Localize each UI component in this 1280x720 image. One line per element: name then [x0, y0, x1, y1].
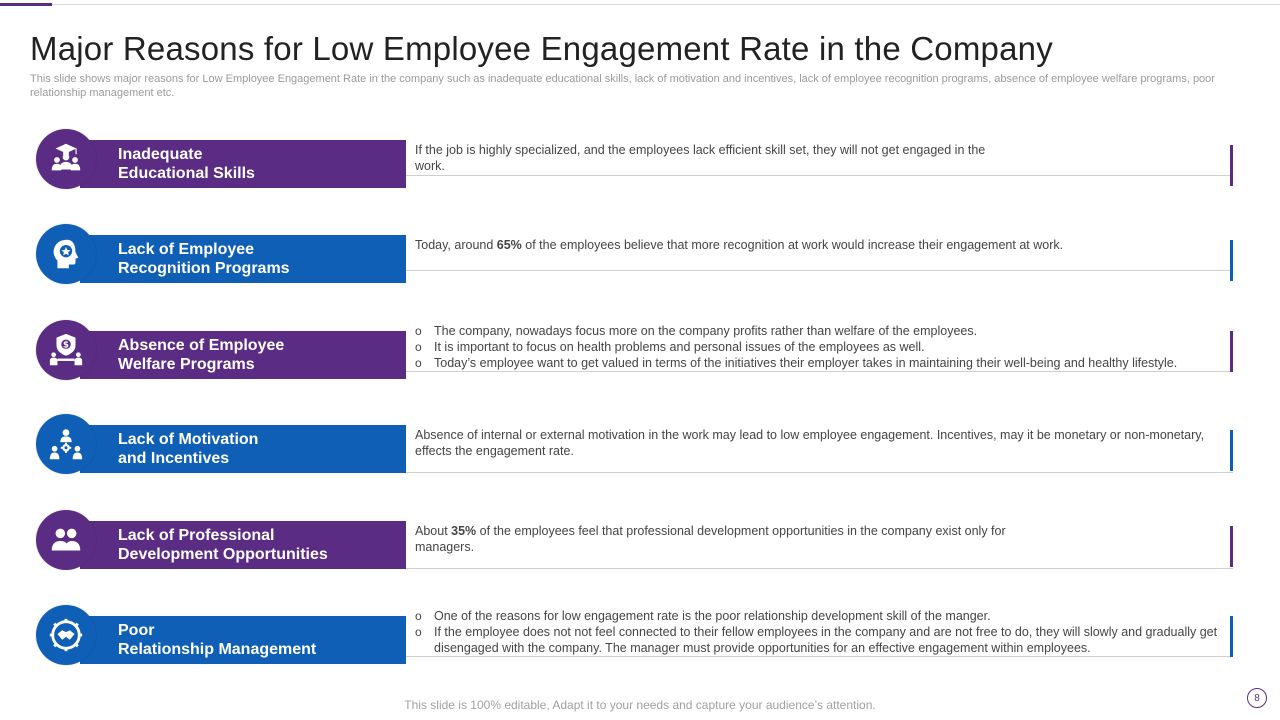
- reason-label-box: Absence of Employee Welfare Programs: [80, 331, 406, 379]
- reason-label-box: Lack of Employee Recognition Programs: [80, 235, 406, 283]
- reason-label: Poor Relationship Management: [118, 622, 317, 658]
- description-text-pre: About: [415, 524, 452, 538]
- description-accent: [1230, 430, 1233, 471]
- page-number-badge: 8: [1247, 688, 1267, 708]
- description-accent: [1230, 331, 1233, 372]
- svg-text:$: $: [63, 341, 69, 351]
- description-text-post: of the employees feel that professional …: [415, 524, 1006, 554]
- page-title: Major Reasons for Low Employee Engagemen…: [30, 30, 1053, 67]
- reason-label: Absence of Employee Welfare Programs: [118, 337, 285, 373]
- description-text-pre: Today, around: [415, 238, 497, 252]
- handshake-gear-icon: [36, 605, 96, 665]
- reason-description: Today, around 65% of the employees belie…: [406, 235, 1233, 281]
- reason-row-5: Lack of Professional Development Opportu…: [36, 510, 1236, 570]
- graduate-team-icon: [36, 129, 96, 189]
- bullet-item: The company, nowadays focus more on the …: [415, 323, 1225, 339]
- description-text: Absence of internal or external motivati…: [415, 428, 1205, 458]
- reason-label-box: Poor Relationship Management: [80, 616, 406, 664]
- bullet-item: If the employee does not not feel connec…: [415, 624, 1225, 656]
- team-gear-icon: [36, 414, 96, 474]
- reason-row-6: Poor Relationship Management One of the …: [36, 605, 1236, 665]
- reason-label-box: Lack of Motivation and Incentives: [80, 425, 406, 473]
- description-text-bold: 35%: [451, 524, 477, 538]
- footer-note: This slide is 100% editable, Adapt it to…: [404, 698, 876, 712]
- page-subtitle: This slide shows major reasons for Low E…: [30, 73, 1215, 99]
- reason-description: About 35% of the employees feel that pro…: [406, 521, 1233, 569]
- reason-row-1: Inadequate Educational Skills If the job…: [36, 129, 1236, 189]
- description-text-post: of the employees believe that more recog…: [521, 238, 1064, 252]
- description-text: Today, around 65% of the employees belie…: [415, 235, 1065, 253]
- reason-label: Lack of Professional Development Opportu…: [118, 527, 328, 563]
- description-text: About 35% of the employees feel that pro…: [415, 521, 1015, 555]
- description-accent: [1230, 526, 1233, 567]
- reason-label-box: Lack of Professional Development Opportu…: [80, 521, 406, 569]
- reason-description: The company, nowadays focus more on the …: [406, 323, 1233, 372]
- two-people-icon: [36, 510, 96, 570]
- description-text-bold: 65%: [496, 238, 522, 252]
- bullet-item: One of the reasons for low engagement ra…: [415, 608, 1225, 624]
- description-bullets: One of the reasons for low engagement ra…: [415, 608, 1225, 656]
- reason-label: Lack of Motivation and Incentives: [118, 431, 259, 467]
- reason-description: One of the reasons for low engagement ra…: [406, 608, 1233, 657]
- bullet-item: Today’s employee want to get valued in t…: [415, 355, 1225, 371]
- description-text: If the job is highly specialized, and th…: [415, 143, 986, 173]
- top-accent-bar: [0, 3, 52, 6]
- reason-row-2: Lack of Employee Recognition Programs To…: [36, 224, 1236, 284]
- description-accent: [1230, 145, 1233, 186]
- reason-description: If the job is highly specialized, and th…: [406, 140, 1233, 186]
- reason-label: Inadequate Educational Skills: [118, 146, 255, 182]
- reason-label: Lack of Employee Recognition Programs: [118, 241, 290, 277]
- reason-label-box: Inadequate Educational Skills: [80, 140, 406, 188]
- top-divider-line: [0, 4, 1280, 5]
- bullet-item: It is important to focus on health probl…: [415, 339, 1225, 355]
- description-accent: [1230, 240, 1233, 281]
- reason-description: Absence of internal or external motivati…: [406, 425, 1233, 473]
- reason-row-4: Lack of Motivation and Incentives Absenc…: [36, 414, 1236, 474]
- description-bullets: The company, nowadays focus more on the …: [415, 323, 1225, 371]
- description-accent: [1230, 616, 1233, 657]
- reason-row-3: $ Absence of Employee Welfare Programs T…: [36, 320, 1236, 380]
- head-star-icon: [36, 224, 96, 284]
- shield-dollar-people-icon: $: [36, 320, 96, 380]
